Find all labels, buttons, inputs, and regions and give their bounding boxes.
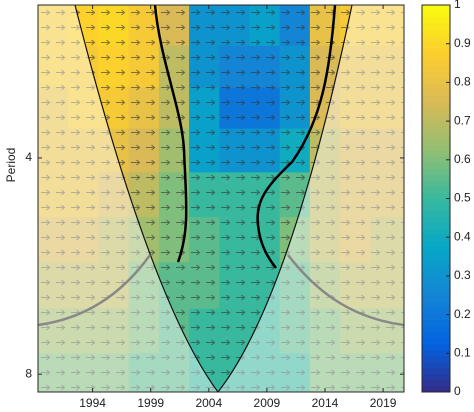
colorbar-tick-label: 0.8 <box>454 75 471 89</box>
colorbar-step <box>422 283 450 290</box>
x-tick-label: 2009 <box>254 396 281 410</box>
colorbar-step <box>422 47 450 54</box>
colorbar-step <box>422 95 450 103</box>
colorbar-step <box>422 234 450 242</box>
colorbar-step <box>422 162 450 169</box>
colorbar-step <box>422 101 450 109</box>
colorbar-step <box>422 222 450 230</box>
colorbar-step <box>422 379 450 387</box>
colorbar-step <box>422 156 450 163</box>
colorbar-step <box>422 216 450 224</box>
colorbar-step <box>422 174 450 181</box>
colorbar-step <box>422 325 450 333</box>
colorbar-step <box>422 77 450 85</box>
colorbar-step <box>422 252 450 260</box>
colorbar-step <box>422 373 450 381</box>
colorbar-step <box>422 186 450 193</box>
colorbar-tick-label: 0.1 <box>454 345 471 359</box>
colorbar-tick-label: 0.9 <box>454 36 471 50</box>
colorbar-step <box>422 59 450 66</box>
colorbar-step <box>422 301 450 308</box>
colorbar-step <box>422 180 450 187</box>
colorbar-step <box>422 5 450 12</box>
colorbar-step <box>422 265 450 272</box>
colorbar-step <box>422 138 450 145</box>
y-tick-label: 8 <box>25 366 32 380</box>
colorbar-step <box>422 17 450 24</box>
colorbar-step <box>422 41 450 48</box>
colorbar-step <box>422 35 450 42</box>
colorbar-step <box>422 343 450 351</box>
colorbar-tick-label: 0.3 <box>454 268 471 282</box>
colorbar-step <box>422 107 450 115</box>
colorbar-step <box>422 198 450 206</box>
x-tick-label: 2004 <box>195 396 222 410</box>
colorbar-step <box>422 23 450 30</box>
colorbar-step <box>422 192 450 199</box>
colorbar-step <box>422 210 450 218</box>
colorbar-step <box>422 289 450 296</box>
colorbar-step <box>422 11 450 18</box>
cone-edge <box>74 5 353 392</box>
colorbar-tick-label: 0.7 <box>454 113 471 127</box>
colorbar-tick-label: 0.4 <box>454 229 471 243</box>
colorbar-step <box>422 29 450 36</box>
colorbar-step <box>422 319 450 326</box>
x-tick-label: 2019 <box>370 396 397 410</box>
colorbar-step <box>422 331 450 339</box>
colorbar-step <box>422 367 450 375</box>
phase-arrows <box>38 5 404 392</box>
colorbar-tick-label: 0.6 <box>454 152 471 166</box>
colorbar-tick-label: 0 <box>454 384 461 398</box>
significance-contour <box>153 5 188 263</box>
colorbar-step <box>422 361 450 369</box>
colorbar <box>422 5 450 393</box>
colorbar-step <box>422 307 450 314</box>
colorbar-step <box>422 385 450 393</box>
colorbar-tick-label: 1 <box>454 0 461 11</box>
colorbar-step <box>422 240 450 248</box>
colorbar-step <box>422 113 450 121</box>
overlay <box>38 5 404 392</box>
colorbar-step <box>422 125 450 133</box>
y-tick-label: 4 <box>25 150 32 164</box>
colorbar-tick-label: 0.2 <box>454 307 471 321</box>
colorbar-step <box>422 295 450 302</box>
x-tick-label: 2014 <box>312 396 339 410</box>
colorbar-step <box>422 313 450 320</box>
colorbar-step <box>422 204 450 212</box>
coi-curve <box>287 254 404 327</box>
colorbar-tick-label: 0.5 <box>454 191 471 205</box>
cone-shade <box>38 5 404 392</box>
y-axis-label: Period <box>4 148 18 183</box>
colorbar-step <box>422 258 450 266</box>
colorbar-step <box>422 89 450 97</box>
significance-contour <box>256 5 337 269</box>
plot-frame <box>37 4 405 393</box>
colorbar-step <box>422 71 450 79</box>
colorbar-step <box>422 119 450 127</box>
x-tick-label: 1999 <box>137 396 164 410</box>
colorbar-step <box>422 65 450 73</box>
colorbar-step <box>422 355 450 363</box>
x-tick-label: 1994 <box>79 396 106 410</box>
colorbar-step <box>422 131 450 139</box>
colorbar-step <box>422 150 450 157</box>
colorbar-step <box>422 349 450 357</box>
colorbar-step <box>422 53 450 60</box>
colorbar-step <box>422 83 450 91</box>
colorbar-step <box>422 144 450 151</box>
colorbar-step <box>422 168 450 175</box>
colorbar-step <box>422 228 450 236</box>
colorbar-step <box>422 271 450 278</box>
colorbar-step <box>422 246 450 254</box>
colorbar-step <box>422 277 450 284</box>
colorbar-step <box>422 337 450 345</box>
coi-curve <box>38 254 152 327</box>
